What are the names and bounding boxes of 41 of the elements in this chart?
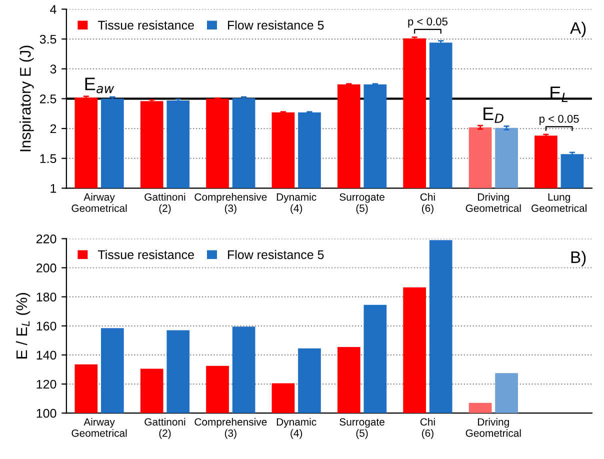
- y-axis-title: E / E$_{L}$ (%): [16, 293, 30, 358]
- y-tick-label: 1: [50, 184, 56, 193]
- y-axis-title: Inspiratory E (J): [20, 46, 34, 152]
- x-tick-label: Chi (6): [420, 418, 435, 439]
- annotation: p < 0.05: [540, 114, 579, 125]
- y-tick-label: 200: [36, 264, 56, 272]
- x-tick-label: Surrogate (5): [340, 418, 384, 439]
- y-tick-label: 1.5: [40, 154, 56, 164]
- x-tick-label: Dynamic (4): [276, 193, 316, 214]
- y-tick-label: 160: [36, 322, 56, 331]
- x-tick-label: Driving Geometrical: [466, 418, 521, 437]
- annotation: E$_{D}$: [484, 108, 504, 123]
- x-tick-label: Surrogate (5): [340, 193, 384, 214]
- x-tick-label: Airway Geometrical: [72, 418, 127, 437]
- x-tick-label: Airway Geometrical: [72, 193, 127, 212]
- legend-label: Flow resistance 5: [228, 250, 324, 260]
- annotation: B): [571, 250, 586, 266]
- x-tick-label: Gattinoni (2): [144, 193, 186, 214]
- x-tick-label: Gattinoni (2): [144, 418, 186, 439]
- y-tick-label: 220: [36, 234, 56, 244]
- y-tick-label: 100: [36, 408, 56, 418]
- annotation: p < 0.05: [408, 18, 448, 28]
- y-tick-label: 3.5: [40, 34, 56, 44]
- y-tick-label: 180: [36, 292, 56, 302]
- legend-label: Tissue resistance: [98, 250, 194, 260]
- x-tick-label: Chi (6): [420, 193, 435, 214]
- annotation: E$_{aw}$: [85, 78, 114, 94]
- x-tick-label: Comprehensive (3): [194, 418, 267, 439]
- y-tick-label: 4: [50, 5, 56, 14]
- legend-label: Flow resistance 5: [228, 20, 324, 30]
- annotation: A): [570, 22, 586, 38]
- y-tick-label: 120: [36, 380, 56, 389]
- x-tick-label: Comprehensive (3): [194, 193, 267, 214]
- x-tick-label: Lung Geometrical: [532, 193, 586, 212]
- x-tick-label: Driving Geometrical: [466, 193, 521, 212]
- y-tick-label: 140: [36, 350, 56, 360]
- y-tick-label: 2.5: [40, 94, 56, 104]
- x-tick-label: Dynamic (4): [276, 418, 316, 439]
- y-tick-label: 3: [50, 64, 56, 74]
- legend-label: Tissue resistance: [98, 20, 194, 30]
- y-tick-label: 2: [50, 124, 56, 134]
